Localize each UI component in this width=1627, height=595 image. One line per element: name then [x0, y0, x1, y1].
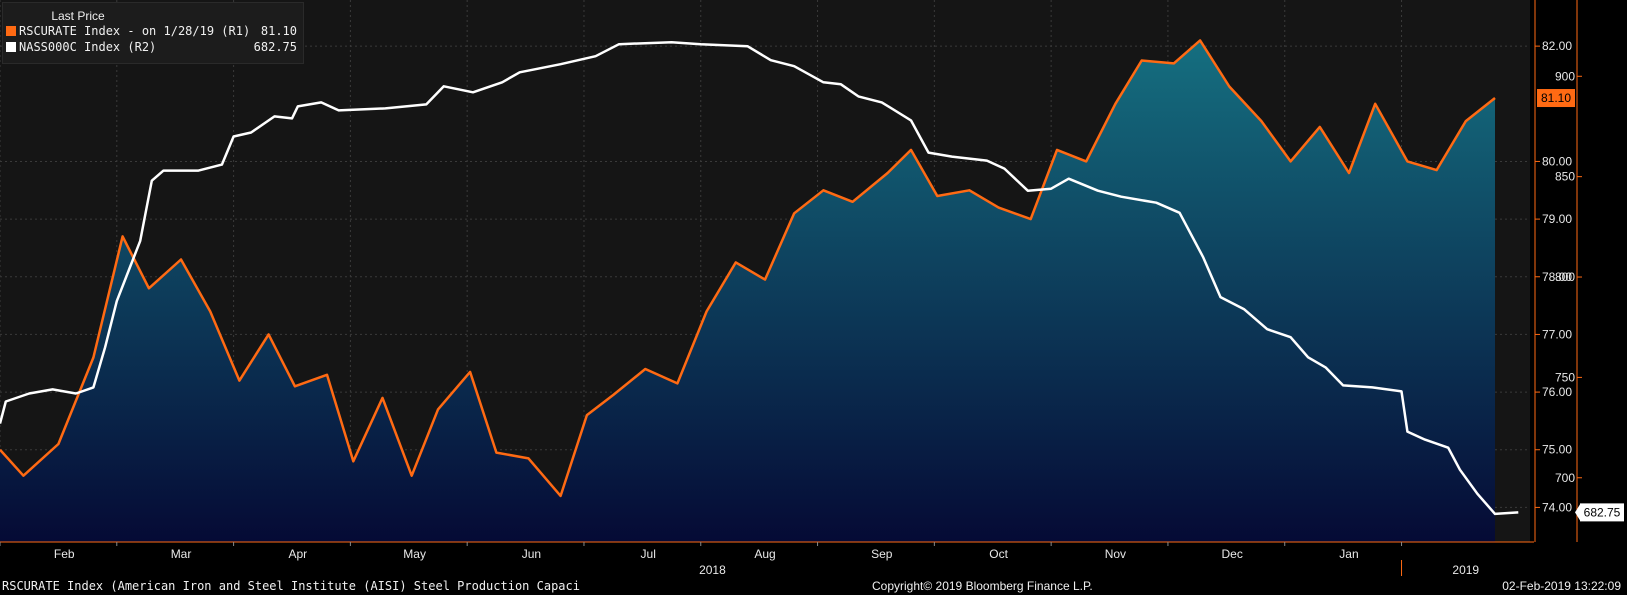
r1-tick-label: 82.00	[1542, 39, 1572, 53]
r2-tick-label: 700	[1555, 471, 1575, 485]
legend-label: NASS000C Index (R2)	[19, 40, 157, 54]
x-tick-label: Feb	[54, 547, 75, 561]
footer-source: RSCURATE Index (American Iron and Steel …	[2, 579, 580, 593]
legend-title: Last Price	[51, 9, 105, 23]
r1-tick-label: 76.00	[1542, 385, 1572, 399]
r2-tick-label: 800	[1555, 270, 1575, 284]
r2-last-value-tag	[1580, 503, 1624, 522]
legend: Last Price RSCURATE Index - on 1/28/19 (…	[2, 2, 304, 64]
legend-value: 682.75	[253, 40, 297, 54]
r1-tick-label: 75.00	[1542, 443, 1572, 457]
axes: Feb Mar Apr May Jun Jul Aug Sep Oct Nov Dec Jan 2018…	[0, 0, 1624, 577]
r2-tag-arrow	[1575, 504, 1580, 521]
x-tick-label: Jun	[522, 547, 541, 561]
x-tick-label: May	[403, 547, 426, 561]
nass000c-line	[0, 40, 1519, 516]
x-tick-label: Mar	[171, 547, 192, 561]
r1-tick-label: 80.00	[1542, 154, 1572, 168]
x-tick-label: Nov	[1105, 547, 1126, 561]
r1-last-value: 81.10	[1541, 91, 1571, 105]
r2-tick-label: 850	[1555, 170, 1575, 184]
x-tick-label: Aug	[754, 547, 775, 561]
r1-tick-label: 74.00	[1542, 500, 1572, 514]
rscurate-line	[0, 39, 1496, 498]
x-tick-label: Apr	[288, 547, 307, 561]
r2-tick-label: 750	[1555, 370, 1575, 384]
rscurate-area	[0, 40, 1495, 543]
r1-tick-label: 79.00	[1542, 212, 1572, 226]
legend-row-nass000c: NASS000C Index (R2) 682.75	[3, 39, 303, 55]
legend-value: 81.10	[260, 24, 297, 38]
r2-last-value: 682.75	[1584, 505, 1621, 519]
x-tick-label: Oct	[989, 547, 1008, 561]
legend-swatch-white	[6, 42, 16, 52]
legend-label: RSCURATE Index - on 1/28/19 (R1)	[19, 24, 251, 38]
legend-row-rscurate: RSCURATE Index - on 1/28/19 (R1) 81.10	[3, 23, 303, 39]
x-tick-label: Jan	[1339, 547, 1358, 561]
r1-tick-label: 77.00	[1542, 327, 1572, 341]
r2-tick-label: 900	[1555, 69, 1575, 83]
year-label: 2018	[699, 563, 726, 577]
footer-timestamp: 02-Feb-2019 13:22:09	[1502, 579, 1621, 593]
x-tick-label: Jul	[641, 547, 656, 561]
footer-copyright: Copyright© 2019 Bloomberg Finance L.P.	[872, 579, 1093, 593]
legend-swatch-orange	[6, 26, 16, 36]
x-tick-label: Dec	[1222, 547, 1243, 561]
year-label: 2019	[1452, 563, 1479, 577]
r1-tag-arrow	[1537, 89, 1541, 108]
x-tick-label: Sep	[871, 547, 893, 561]
r1-last-value-tag	[1537, 89, 1575, 108]
r1-tick-label: 78.00	[1542, 270, 1572, 284]
